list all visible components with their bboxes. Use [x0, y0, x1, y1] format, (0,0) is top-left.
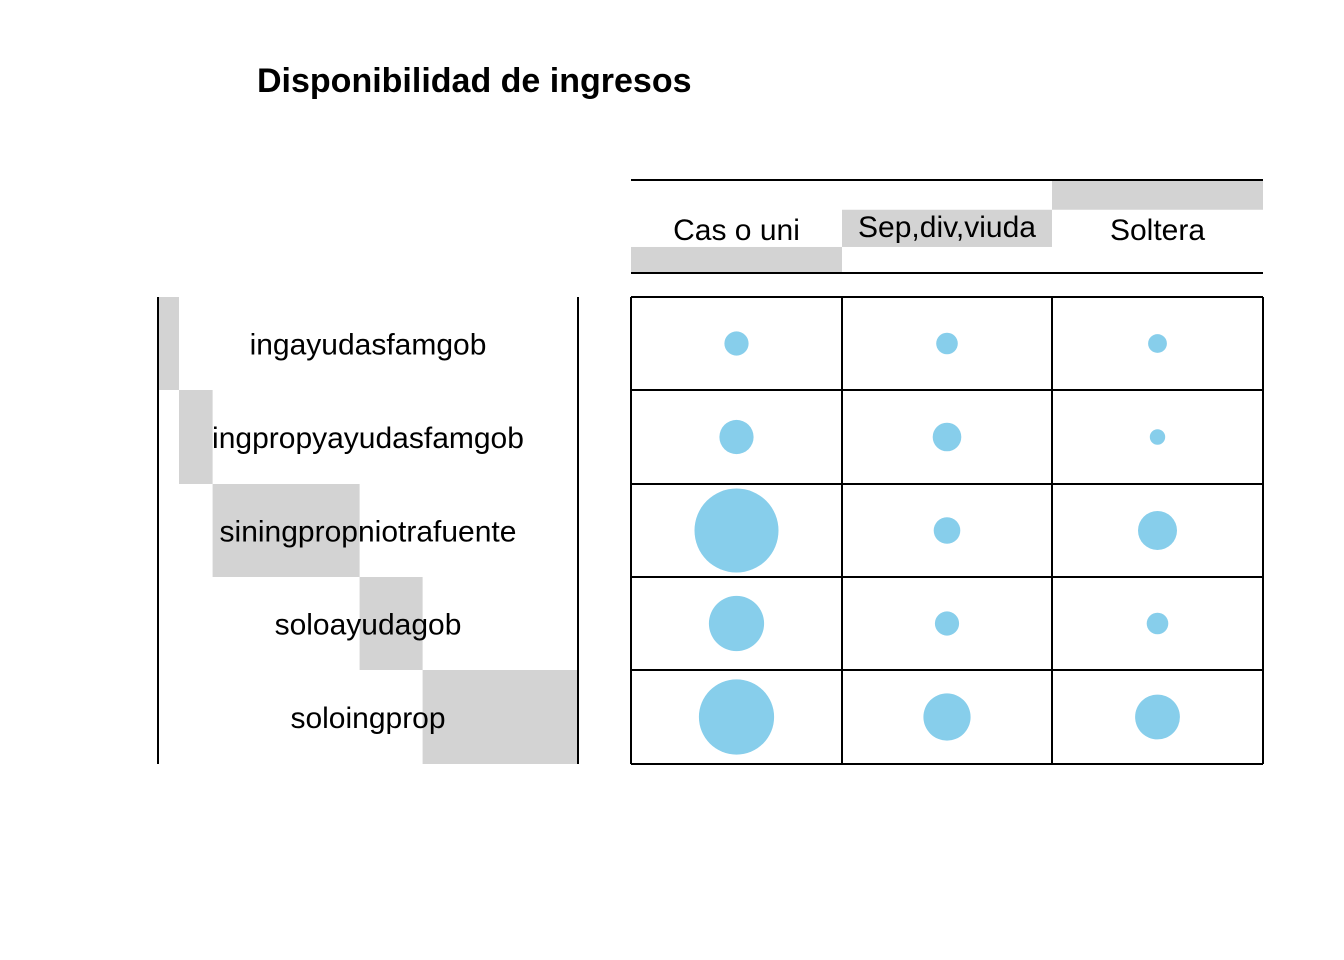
bubble	[923, 693, 971, 741]
bubble	[932, 422, 962, 452]
chart-title: Disponibilidad de ingresos	[257, 62, 692, 100]
row-margin-bar	[179, 390, 213, 484]
bubble	[719, 419, 754, 455]
bubble	[724, 331, 749, 356]
column-header-label: Sep,div,viuda	[858, 211, 1036, 244]
bubble	[1138, 511, 1177, 550]
bubble	[1148, 334, 1167, 353]
row-label: soloingprop	[290, 702, 445, 735]
column-header-label: Soltera	[1110, 214, 1205, 247]
bubbles	[694, 331, 1180, 755]
bubble	[694, 488, 779, 573]
bubble	[1146, 612, 1169, 635]
row-labels: ingayudasfamgob ingpropyayudasfamgob sinin…	[212, 329, 524, 736]
bubble	[698, 679, 775, 755]
bubble	[933, 517, 961, 544]
bubble	[936, 332, 958, 355]
row-margin-bars	[157, 297, 579, 764]
bubble	[934, 611, 960, 636]
row-margin-bar	[359, 577, 423, 670]
row-label: siningpropniotrafuente	[220, 516, 517, 549]
column-margin-bar	[631, 246, 842, 273]
row-label: soloayudagob	[275, 609, 462, 642]
row-margin-bar	[212, 484, 360, 577]
bubble	[708, 595, 765, 652]
column-headers: Cas o uni Sep,div,viuda Soltera	[673, 211, 1205, 247]
row-label: ingpropyayudasfamgob	[212, 422, 524, 455]
bubble	[1149, 429, 1166, 445]
column-margin-bar	[842, 209, 1052, 247]
column-margin-bar	[1052, 180, 1263, 210]
column-header-label: Cas o uni	[673, 214, 800, 247]
column-margin-bars	[631, 179, 1263, 274]
row-margin-bar	[158, 297, 179, 390]
row-margin-bar	[422, 670, 578, 764]
row-label: ingayudasfamgob	[250, 329, 487, 362]
bubble	[1135, 694, 1180, 740]
table-grid	[630, 296, 1264, 765]
